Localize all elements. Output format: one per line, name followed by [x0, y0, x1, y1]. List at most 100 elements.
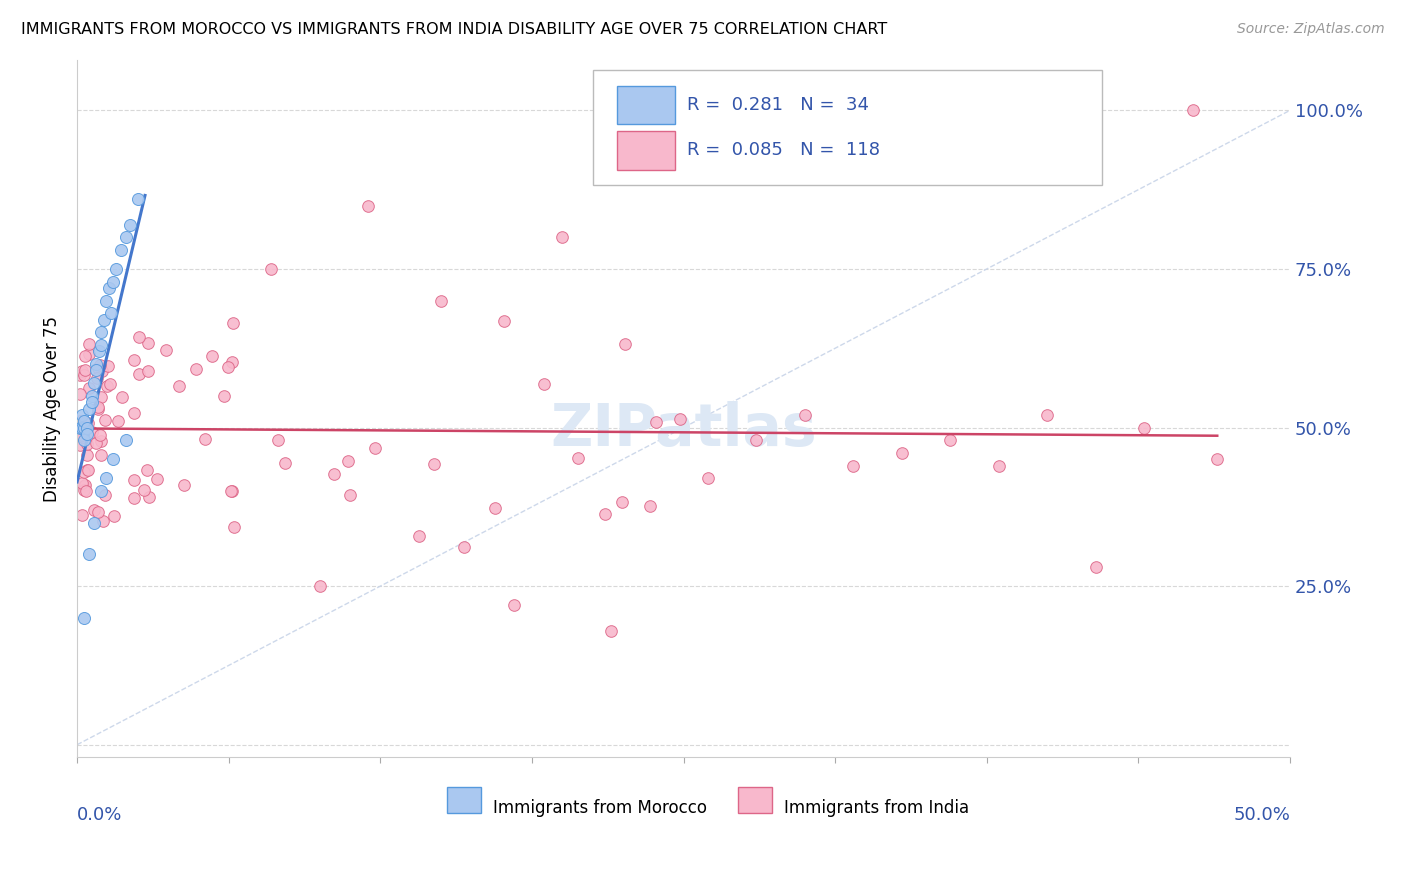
Point — [70, 408, 93, 422]
Point — [122, 406, 145, 420]
Point — [90, 448, 112, 462]
Point — [111, 390, 134, 404]
Point — [91, 514, 114, 528]
FancyBboxPatch shape — [447, 787, 481, 814]
Point — [97, 359, 120, 374]
Point — [201, 349, 224, 363]
Point — [69, 420, 91, 434]
Point — [89, 358, 111, 372]
Point — [492, 314, 515, 328]
Point — [423, 458, 446, 472]
Point — [70, 420, 93, 434]
Point — [599, 624, 621, 638]
Point — [114, 230, 136, 244]
Point — [97, 281, 120, 295]
Point — [613, 337, 636, 351]
Text: 0.0%: 0.0% — [77, 806, 122, 824]
Point — [76, 426, 98, 441]
Point — [167, 379, 190, 393]
Point — [453, 540, 475, 554]
Point — [75, 363, 97, 377]
Point — [69, 438, 91, 452]
Point — [69, 414, 91, 428]
Point — [194, 432, 217, 446]
Point — [128, 367, 150, 381]
Y-axis label: Disability Age Over 75: Disability Age Over 75 — [44, 316, 60, 501]
Point — [87, 344, 110, 359]
Point — [669, 411, 692, 425]
Point — [1036, 408, 1059, 422]
Point — [222, 520, 245, 534]
Point — [138, 491, 160, 505]
Point — [567, 451, 589, 466]
Point — [76, 420, 98, 434]
Point — [273, 456, 295, 470]
Point — [364, 442, 387, 456]
Point — [217, 360, 239, 375]
Point — [87, 401, 110, 416]
Point — [94, 412, 117, 426]
Point — [128, 330, 150, 344]
Point — [696, 471, 718, 485]
Point — [73, 420, 96, 434]
Point — [87, 400, 110, 414]
Point — [260, 262, 283, 277]
Point — [75, 484, 97, 499]
Point — [77, 417, 100, 431]
Point — [173, 478, 195, 492]
Point — [70, 428, 93, 442]
Point — [610, 495, 633, 509]
Point — [939, 434, 962, 448]
Point — [104, 262, 127, 277]
Point — [219, 483, 242, 498]
Point — [120, 218, 142, 232]
FancyBboxPatch shape — [617, 131, 675, 169]
Point — [96, 471, 118, 485]
Point — [212, 389, 235, 403]
Point — [73, 349, 96, 363]
FancyBboxPatch shape — [592, 70, 1102, 186]
Point — [745, 434, 768, 448]
Point — [77, 548, 100, 562]
Point — [86, 363, 108, 377]
Point — [221, 483, 243, 498]
Point — [83, 376, 105, 391]
Point — [77, 382, 100, 396]
Point — [127, 192, 149, 206]
Text: 50.0%: 50.0% — [1233, 806, 1291, 824]
Point — [103, 275, 125, 289]
Point — [94, 488, 117, 502]
Point — [73, 368, 96, 382]
Point — [138, 336, 160, 351]
Point — [107, 414, 129, 428]
Point — [69, 368, 91, 383]
Point — [73, 434, 96, 448]
Point — [336, 453, 359, 467]
Point — [90, 338, 112, 352]
Point — [73, 611, 96, 625]
Point — [72, 364, 94, 378]
Point — [222, 316, 245, 330]
Point — [645, 415, 668, 429]
Point — [533, 376, 555, 391]
Point — [122, 473, 145, 487]
Point — [73, 414, 96, 428]
Point — [1133, 420, 1156, 434]
Point — [339, 488, 361, 502]
Point — [76, 448, 98, 462]
Point — [77, 337, 100, 351]
Point — [70, 508, 93, 522]
Point — [430, 293, 453, 308]
Point — [69, 387, 91, 401]
Point — [98, 377, 121, 392]
Point — [72, 430, 94, 444]
FancyBboxPatch shape — [617, 86, 675, 124]
Text: IMMIGRANTS FROM MOROCCO VS IMMIGRANTS FROM INDIA DISABILITY AGE OVER 75 CORRELAT: IMMIGRANTS FROM MOROCCO VS IMMIGRANTS FR… — [21, 22, 887, 37]
Point — [86, 357, 108, 371]
Point — [77, 347, 100, 361]
Point — [136, 364, 159, 378]
Point — [103, 452, 125, 467]
Point — [80, 395, 103, 409]
Point — [890, 446, 912, 460]
Point — [1206, 452, 1229, 467]
